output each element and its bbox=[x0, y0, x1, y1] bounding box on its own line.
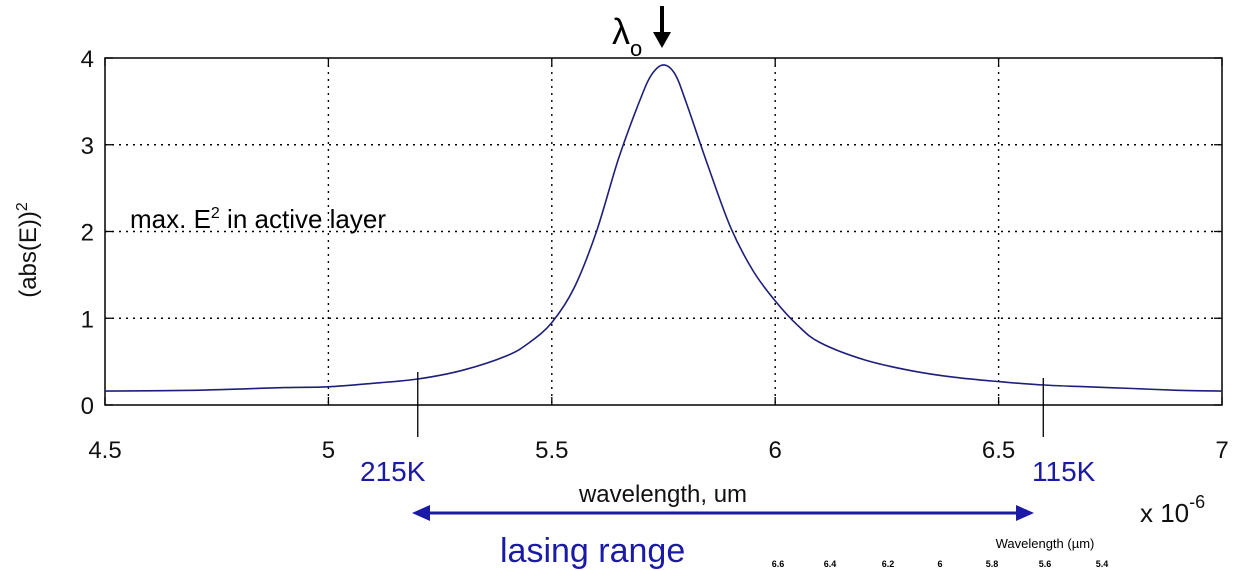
grid-lines bbox=[105, 58, 1222, 405]
plot-area bbox=[104, 57, 1223, 406]
secondary-tick-label: 5.8 bbox=[986, 559, 999, 569]
x-multiplier-base: x 10 bbox=[1140, 498, 1189, 528]
y-tick-label: 1 bbox=[81, 306, 94, 333]
x-tick-label: 6.5 bbox=[982, 437, 1015, 464]
inside-annotation-sup: 2 bbox=[211, 205, 220, 222]
peak-label-sub: o bbox=[630, 36, 642, 61]
secondary-tick-label: 6.4 bbox=[824, 559, 837, 569]
secondary-tick-label: 6 bbox=[937, 559, 942, 569]
inside-annotation: max. E2 in active layer bbox=[130, 204, 386, 234]
y-axis-label: (abs(E))2 bbox=[14, 202, 42, 298]
secondary-axis-tick-labels: 6.6 6.4 6.2 6 5.8 5.6 5.4 bbox=[772, 559, 1109, 569]
peak-label-base: λ bbox=[612, 11, 630, 52]
x-tick-label: 5 bbox=[322, 437, 335, 464]
x-multiplier: x 10-6 bbox=[1140, 492, 1205, 528]
peak-down-arrow-icon bbox=[653, 6, 671, 48]
x-tick-label: 5.5 bbox=[535, 437, 568, 464]
secondary-tick-label: 5.4 bbox=[1096, 559, 1109, 569]
peak-label: λo bbox=[612, 11, 642, 61]
marker-left-label: 215K bbox=[360, 456, 426, 487]
x-tick-label: 4.5 bbox=[88, 437, 121, 464]
secondary-tick-label: 5.6 bbox=[1039, 559, 1052, 569]
y-tick-label: 4 bbox=[81, 46, 94, 73]
x-tick-labels: 4.5 5 5.5 6 6.5 7 bbox=[88, 437, 1228, 464]
secondary-axis-title: Wavelength (µm) bbox=[996, 536, 1095, 551]
y-axis-label-sup: 2 bbox=[14, 202, 31, 211]
marker-right-label: 115K bbox=[1032, 456, 1096, 487]
y-tick-labels: 0 1 2 3 4 bbox=[81, 46, 94, 420]
lasing-range-arrow-icon bbox=[412, 505, 1034, 521]
y-axis-label-base: (abs(E)) bbox=[15, 211, 42, 298]
y-tick-label: 2 bbox=[81, 220, 94, 247]
lasing-range-label: lasing range bbox=[500, 532, 685, 570]
inside-annotation-base: max. E bbox=[130, 204, 211, 234]
y-tick-label: 3 bbox=[81, 133, 94, 160]
secondary-tick-label: 6.2 bbox=[882, 559, 895, 569]
x-tick-label: 7 bbox=[1215, 437, 1228, 464]
x-multiplier-exp: -6 bbox=[1189, 492, 1205, 512]
x-axis-label: wavelength, um bbox=[578, 481, 747, 508]
inside-annotation-rest: in active layer bbox=[220, 204, 387, 234]
axis-ticks bbox=[104, 57, 1223, 406]
x-tick-label: 6 bbox=[769, 437, 782, 464]
y-tick-label: 0 bbox=[81, 393, 94, 420]
secondary-tick-label: 6.6 bbox=[772, 559, 785, 569]
